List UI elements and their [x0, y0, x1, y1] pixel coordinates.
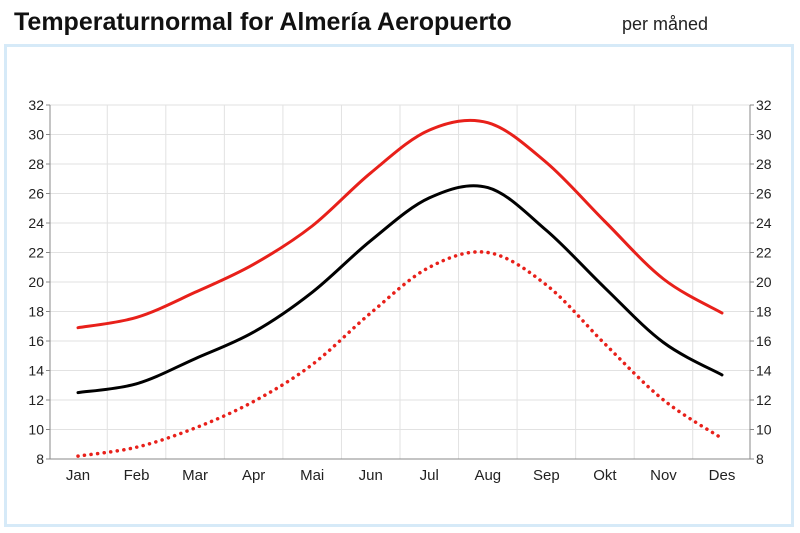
x-tick-label: Aug [474, 467, 501, 484]
x-tick-label: Feb [124, 467, 150, 484]
y-tick-label-left: 16 [28, 333, 44, 349]
y-tick-label-left: 12 [28, 392, 44, 408]
x-tick-label: Des [709, 467, 736, 484]
x-tick-label: Mai [300, 467, 324, 484]
y-tick-label-right: 22 [756, 245, 772, 261]
y-tick-label-right: 12 [756, 392, 772, 408]
y-tick-label-left: 8 [36, 451, 44, 467]
chart-subtitle: per måned [622, 14, 709, 34]
series-line-max [76, 118, 724, 330]
y-tick-label-left: 22 [28, 245, 44, 261]
y-tick-label-left: 28 [28, 156, 44, 172]
y-tick-label-left: 18 [28, 304, 44, 320]
chart-header: Temperaturnormal for Almería Aeropuerto … [0, 0, 800, 44]
y-tick-label-right: 14 [756, 363, 772, 379]
y-tick-label-left: 26 [28, 186, 44, 202]
y-tick-label-left: 32 [28, 97, 44, 113]
x-tick-label: Mar [182, 467, 208, 484]
y-tick-label-right: 26 [756, 186, 772, 202]
series-line-mean [76, 184, 724, 395]
y-tick-label-right: 24 [756, 215, 772, 231]
y-tick-label-right: 32 [756, 97, 772, 113]
series-line-min [76, 250, 724, 458]
y-tick-label-right: 30 [756, 127, 772, 143]
chart-title: Temperaturnormal for Almería Aeropuerto [14, 8, 512, 36]
y-tick-label-right: 20 [756, 274, 772, 290]
y-tick-label-left: 30 [28, 127, 44, 143]
y-tick-label-left: 10 [28, 422, 44, 438]
x-tick-label: Jul [420, 467, 439, 484]
y-tick-label-right: 28 [756, 156, 772, 172]
y-tick-label-right: 10 [756, 422, 772, 438]
y-tick-label-left: 20 [28, 274, 44, 290]
x-tick-label: Nov [650, 467, 677, 484]
y-tick-label-left: 14 [28, 363, 44, 379]
x-tick-label: Apr [242, 467, 265, 484]
x-tick-label: Okt [593, 467, 617, 484]
y-tick-label-right: 18 [756, 304, 772, 320]
x-tick-label: Jan [66, 467, 90, 484]
x-tick-label: Sep [533, 467, 560, 484]
y-tick-label-right: 16 [756, 333, 772, 349]
x-tick-label: Jun [359, 467, 383, 484]
y-tick-label-left: 24 [28, 215, 44, 231]
y-tick-label-right: 8 [756, 451, 764, 467]
